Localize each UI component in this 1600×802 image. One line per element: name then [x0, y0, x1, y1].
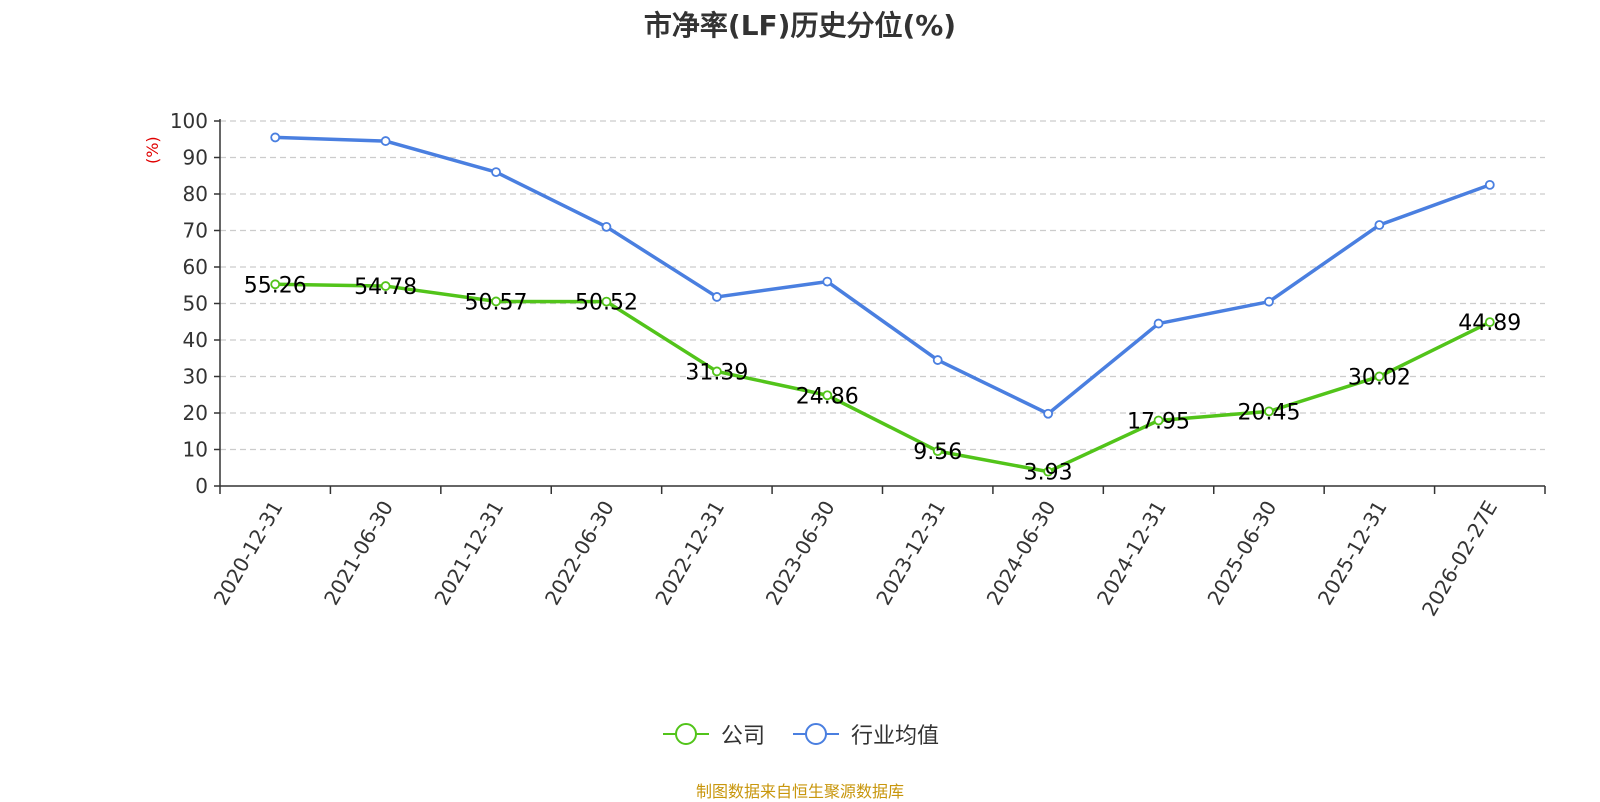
data-label: 55.26: [244, 273, 307, 298]
data-point: [1043, 466, 1054, 477]
data-point: [270, 132, 281, 143]
data-point: [711, 366, 722, 377]
data-point: [270, 279, 281, 290]
data-label: 3.93: [1024, 461, 1073, 486]
legend-circle: [674, 723, 697, 745]
series-line-0: [275, 282, 1491, 474]
y-tick-label: 90: [183, 146, 208, 170]
legend-item[interactable]: 行业均值: [791, 718, 939, 750]
data-label: 44.89: [1458, 311, 1521, 336]
x-tick-label: 2025-12-31: [1313, 497, 1392, 610]
y-tick-label: 70: [183, 219, 208, 243]
data-label: 17.95: [1127, 409, 1190, 434]
chart-title: 市净率(LF)历史分位(%): [643, 9, 957, 42]
x-tick-label: 2023-12-31: [871, 496, 950, 609]
x-tick-label: 2026-02-27E: [1417, 497, 1502, 621]
data-label: 20.45: [1237, 400, 1300, 425]
data-label: 50.52: [575, 291, 638, 316]
data-point: [601, 221, 612, 232]
legend: 公司 行业均值: [0, 718, 1600, 750]
y-tick-label: 50: [183, 292, 208, 316]
data-point: [1264, 296, 1274, 307]
y-tick-label: 30: [183, 365, 208, 389]
x-tick-label: 2023-06-30: [761, 497, 840, 610]
data-label: 54.78: [354, 275, 417, 300]
y-tick-label: 20: [183, 401, 208, 425]
data-point: [1484, 317, 1495, 328]
data-point: [380, 281, 391, 291]
legend-marker-icon: [793, 723, 839, 745]
data-point: [1043, 408, 1054, 419]
x-tick-label: 2022-12-31: [650, 497, 729, 610]
data-point: [822, 390, 833, 401]
y-axis-unit-label: (%): [143, 136, 162, 164]
x-tick-label: 2025-06-30: [1202, 497, 1281, 610]
data-labels: 55.26 54.78 50.57 50.52 31.39 24.86 9.56 3.93 17…: [244, 273, 1522, 485]
data-point: [1153, 415, 1164, 426]
legend-item[interactable]: 公司: [661, 718, 765, 750]
data-point: [1484, 179, 1495, 190]
x-tick-label: 2021-12-31: [429, 496, 508, 609]
y-tick-label: 100: [170, 109, 208, 133]
x-tick-label: 2022-06-30: [540, 497, 619, 610]
legend-label: 公司: [720, 724, 765, 749]
data-point: [1374, 220, 1385, 230]
data-point: [1374, 371, 1385, 382]
legend-circle: [805, 723, 827, 745]
source-note: 制图数据来自恒生聚源数据库: [695, 782, 904, 801]
data-point: [822, 276, 833, 287]
series: [270, 132, 1495, 477]
data-label: 9.56: [913, 440, 962, 465]
y-tick-label: 0: [195, 474, 208, 498]
grid-lines: [220, 120, 1545, 451]
y-tick-label: 10: [183, 438, 208, 462]
x-tick-label: 2020-12-31: [209, 497, 288, 610]
x-tick-label: 2021-06-30: [319, 497, 398, 610]
x-tick-label: 2024-06-30: [982, 497, 1061, 610]
series-line-1: [275, 135, 1491, 416]
axes: 0 10 20 30 40 50 60 70 80 90 100 (%) 2020-12-31 2021-…: [143, 109, 1546, 621]
data-point: [380, 136, 391, 146]
x-tick-label: 2024-12-31: [1092, 497, 1171, 610]
data-point: [491, 296, 501, 307]
data-point: [711, 292, 722, 302]
y-tick-label: 40: [183, 328, 208, 352]
data-point: [932, 355, 943, 365]
data-label: 30.02: [1348, 365, 1411, 390]
data-label: 50.57: [465, 290, 528, 315]
data-point: [491, 167, 501, 178]
data-label: 24.86: [796, 384, 859, 409]
legend-label: 行业均值: [851, 724, 940, 749]
y-tick-label: 80: [183, 182, 208, 206]
data-point: [1264, 406, 1274, 417]
data-point: [932, 446, 943, 457]
data-point: [601, 296, 612, 307]
data-label: 31.39: [685, 360, 748, 385]
legend-marker-icon: [662, 723, 709, 745]
data-point: [1153, 318, 1164, 329]
y-tick-label: 60: [183, 255, 208, 279]
